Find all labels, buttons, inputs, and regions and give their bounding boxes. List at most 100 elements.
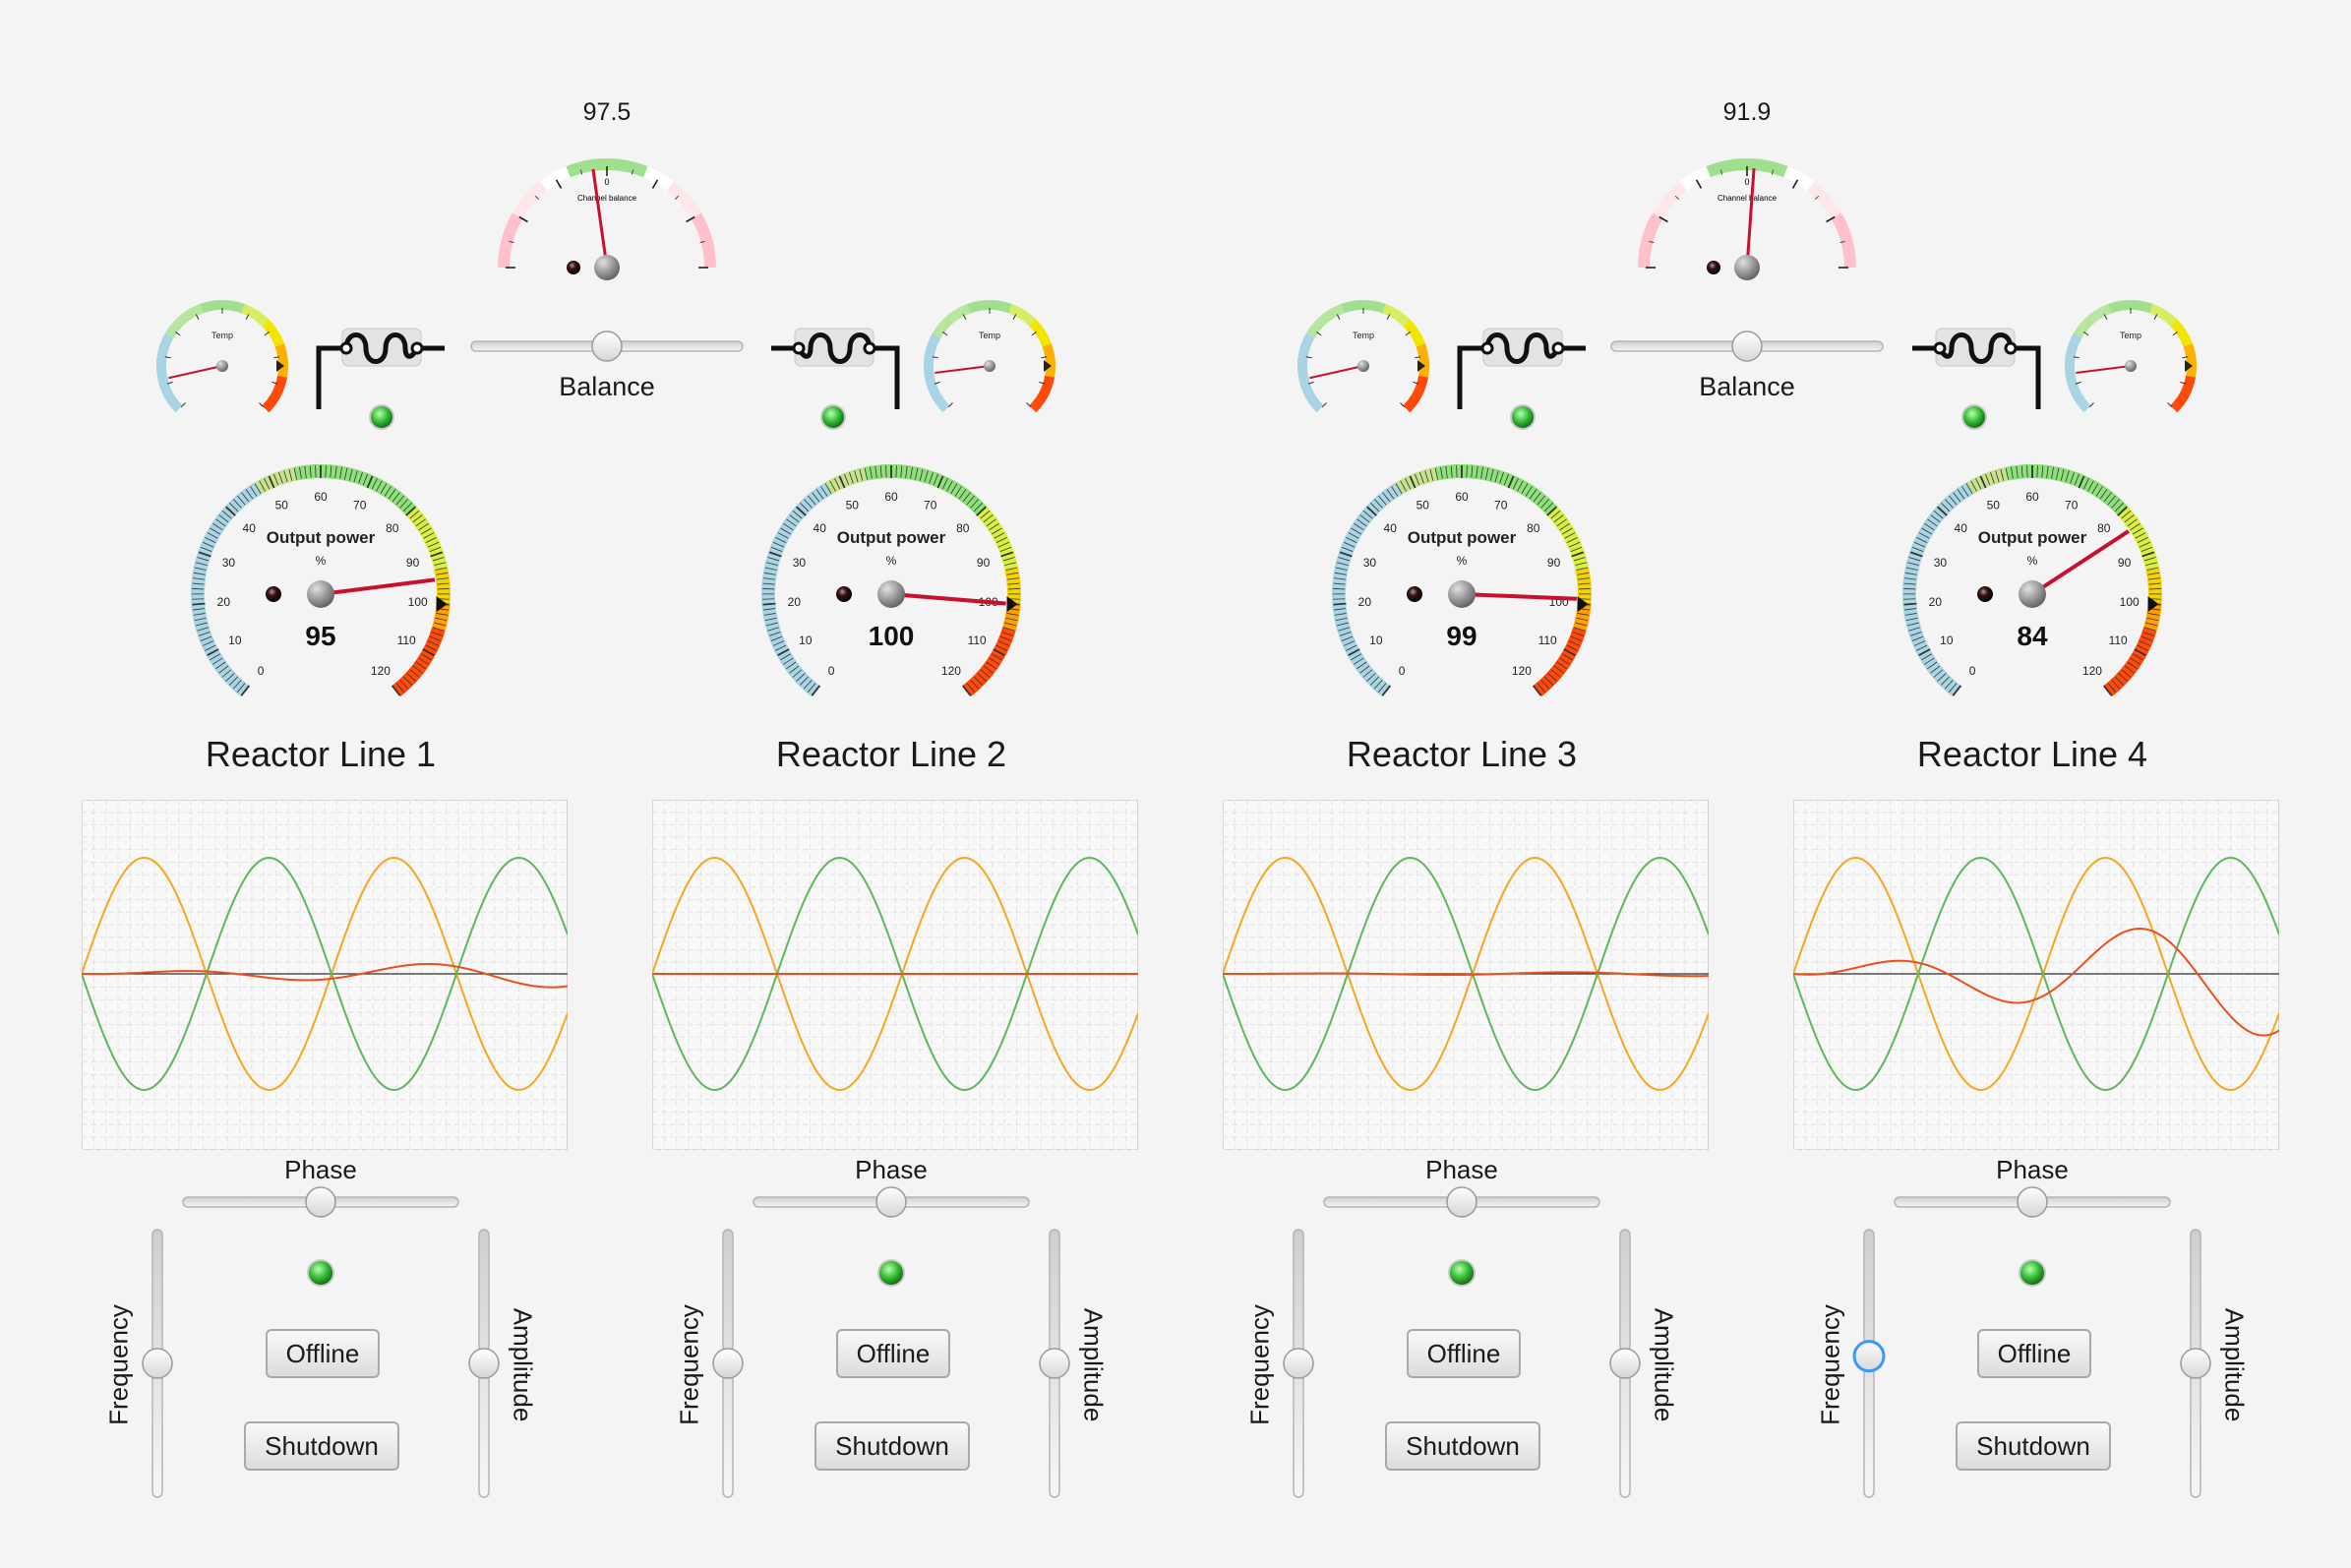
output-tick-label: 0 <box>258 664 265 678</box>
temp-title: Temp <box>211 331 233 340</box>
output-tick-label: 110 <box>1538 633 1557 647</box>
offline-button[interactable]: Offline <box>1407 1329 1521 1378</box>
balance-gauge: 0 Channel balance <box>1638 158 1856 280</box>
balance-slider[interactable] <box>469 327 745 366</box>
amplitude-label: Amplitude <box>1649 1307 1679 1422</box>
amplitude-slider-thumb[interactable] <box>468 1348 500 1379</box>
phase-slider[interactable] <box>1322 1182 1601 1222</box>
phase-slider[interactable] <box>752 1182 1031 1222</box>
balance-value: 97.5 <box>582 98 632 126</box>
amplitude-slider[interactable] <box>1035 1228 1074 1499</box>
wave-chart <box>1223 800 1709 1150</box>
amplitude-slider[interactable] <box>1605 1228 1645 1499</box>
amplitude-slider-thumb[interactable] <box>1609 1348 1641 1379</box>
amplitude-slider-thumb[interactable] <box>2180 1348 2211 1379</box>
reactor-title: Reactor Line 1 <box>205 734 437 774</box>
wave-chart <box>82 800 568 1150</box>
phase-label: Phase <box>1425 1155 1498 1184</box>
red-wave <box>82 962 568 989</box>
offline-button[interactable]: Offline <box>836 1329 950 1378</box>
status-led <box>820 404 846 430</box>
green-wave <box>652 857 1138 1091</box>
balance-slider-thumb[interactable] <box>1731 331 1763 362</box>
output-tick-label: 30 <box>1934 556 1948 570</box>
shutdown-button[interactable]: Shutdown <box>814 1421 970 1471</box>
output-gauge-title: Output power <box>1978 528 2087 547</box>
frequency-slider[interactable] <box>1849 1228 1889 1499</box>
status-led <box>307 1259 334 1287</box>
output-gauge-title: Output power <box>837 528 946 547</box>
output-tick-label: 80 <box>386 521 399 535</box>
phase-slider-thumb[interactable] <box>2017 1186 2048 1218</box>
output-tick-label: 80 <box>1527 521 1540 535</box>
balance-slider-thumb[interactable] <box>591 331 623 362</box>
fuse-icon <box>1457 328 1586 409</box>
amplitude-slider[interactable] <box>464 1228 504 1499</box>
green-wave <box>1223 857 1709 1091</box>
amplitude-slider[interactable] <box>2176 1228 2215 1499</box>
output-tick-label: 90 <box>1547 556 1561 570</box>
output-tick-label: 120 <box>1512 664 1532 678</box>
wave-chart <box>652 800 1138 1150</box>
shutdown-button[interactable]: Shutdown <box>1956 1421 2111 1471</box>
phase-label: Phase <box>1996 1155 2069 1184</box>
output-tick-label: 90 <box>2118 556 2132 570</box>
output-tick-label: 40 <box>1955 521 1968 535</box>
output-gauge-title: Output power <box>1408 528 1517 547</box>
status-led <box>2019 1259 2046 1287</box>
output-tick-label: 20 <box>1358 595 1372 609</box>
status-led <box>1448 1259 1476 1287</box>
frequency-slider-thumb[interactable] <box>712 1348 744 1379</box>
phase-slider-thumb[interactable] <box>1446 1186 1477 1218</box>
phase-slider-thumb[interactable] <box>305 1186 336 1218</box>
reactor-title: Reactor Line 3 <box>1346 734 1578 774</box>
output-tick-label: 20 <box>1929 595 1943 609</box>
temp-gauge: Temp <box>924 300 1055 413</box>
balance-gauge: 0 Channel balance <box>498 158 716 280</box>
frequency-label: Frequency <box>103 1304 134 1425</box>
frequency-slider[interactable] <box>138 1228 177 1499</box>
output-tick-label: 40 <box>814 521 827 535</box>
shutdown-button[interactable]: Shutdown <box>1385 1421 1540 1471</box>
output-tick-label: 40 <box>243 521 257 535</box>
output-value: 84 <box>2017 621 2048 651</box>
frequency-slider[interactable] <box>708 1228 748 1499</box>
phase-slider-thumb[interactable] <box>875 1186 907 1218</box>
frequency-slider[interactable] <box>1279 1228 1318 1499</box>
frequency-slider-thumb[interactable] <box>1852 1340 1886 1373</box>
orange-wave <box>1223 857 1709 1091</box>
offline-button[interactable]: Offline <box>1977 1329 2091 1378</box>
orange-wave <box>82 857 568 1091</box>
svg-text:0: 0 <box>604 177 609 187</box>
output-tick-label: 80 <box>2097 521 2111 535</box>
output-value: 95 <box>305 621 335 651</box>
output-tick-label: 10 <box>799 633 813 647</box>
amplitude-label: Amplitude <box>2219 1307 2250 1422</box>
offline-button[interactable]: Offline <box>266 1329 380 1378</box>
temp-title: Temp <box>2120 331 2141 340</box>
frequency-slider-thumb[interactable] <box>142 1348 173 1379</box>
phase-slider[interactable] <box>181 1182 460 1222</box>
output-tick-label: 60 <box>884 490 898 504</box>
output-gauge-unit: % <box>886 554 897 568</box>
frequency-slider-thumb[interactable] <box>1283 1348 1314 1379</box>
output-value: 99 <box>1446 621 1477 651</box>
temp-gauge: Temp <box>1297 300 1429 413</box>
green-wave <box>82 857 568 1091</box>
output-tick-label: 10 <box>228 633 242 647</box>
shutdown-button[interactable]: Shutdown <box>244 1421 399 1471</box>
status-led <box>369 404 394 430</box>
frequency-label: Frequency <box>1244 1304 1275 1425</box>
phase-slider[interactable] <box>1893 1182 2172 1222</box>
output-tick-label: 90 <box>977 556 991 570</box>
balance-slider[interactable] <box>1609 327 1885 366</box>
output-tick-label: 0 <box>828 664 835 678</box>
temp-title: Temp <box>979 331 1000 340</box>
temp-title: Temp <box>1353 331 1374 340</box>
output-tick-label: 60 <box>1455 490 1469 504</box>
output-tick-label: 110 <box>2109 633 2128 647</box>
output-tick-label: 100 <box>2120 595 2140 609</box>
output-tick-label: 70 <box>353 498 367 512</box>
amplitude-slider-thumb[interactable] <box>1039 1348 1070 1379</box>
output-tick-label: 50 <box>846 498 860 512</box>
